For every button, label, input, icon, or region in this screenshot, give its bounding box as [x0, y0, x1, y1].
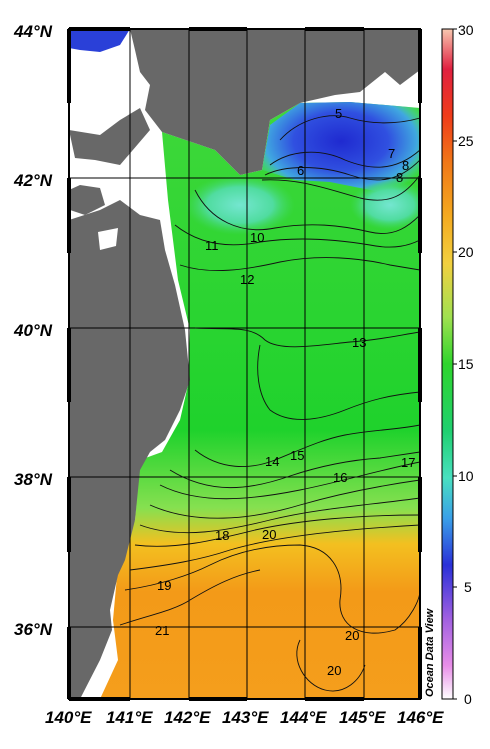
- colorbar: [441, 28, 454, 700]
- lon-label-146e: 146°E: [397, 708, 444, 727]
- lat-label-42n: 42°N: [13, 171, 53, 190]
- contour-label: 16: [333, 470, 347, 485]
- contour-label: 13: [352, 335, 366, 350]
- frame-ticks: [67, 27, 422, 701]
- contour-label: 20: [327, 663, 341, 678]
- lat-label-40n: 40°N: [13, 321, 53, 340]
- cool-water-patch: [185, 175, 295, 235]
- colorbar-label-30: 30: [458, 22, 474, 38]
- colorbar-label-10: 10: [458, 468, 474, 484]
- lon-label-144e: 144°E: [280, 708, 327, 727]
- contour-label: 20: [262, 527, 276, 542]
- colorbar-label-0: 0: [464, 691, 472, 707]
- lat-label-44n: 44°N: [13, 22, 53, 41]
- contour-label: 17: [401, 455, 415, 470]
- lat-label-36n: 36°N: [14, 620, 53, 639]
- colorbar-label-25: 25: [458, 133, 474, 149]
- contour-label: 18: [215, 528, 229, 543]
- land-hokkaido: [130, 29, 420, 175]
- lon-label-143e: 143°E: [222, 708, 269, 727]
- lat-label-38n: 38°N: [14, 470, 53, 489]
- contour-label: 5: [335, 106, 342, 121]
- cold-water-region: [262, 102, 420, 200]
- contour-label: 11: [205, 238, 219, 253]
- contour-label: 7: [388, 146, 395, 161]
- contour-label: 8: [402, 158, 409, 173]
- ocean-data-view-credit: Ocean Data View: [424, 607, 436, 697]
- contour-label: 10: [250, 230, 264, 245]
- colorbar-ticks: [453, 28, 457, 700]
- grid-lines: [69, 29, 420, 699]
- contour-label: 15: [290, 448, 304, 463]
- lon-label-145e: 145°E: [339, 708, 386, 727]
- contour-label: 8: [396, 170, 403, 185]
- lon-label-142e: 142°E: [164, 708, 211, 727]
- land-cape: [69, 185, 105, 215]
- contour-label: 6: [297, 163, 304, 178]
- contour-label: 14: [265, 454, 279, 469]
- mutsu-bay: [98, 228, 118, 250]
- colorbar-label-5: 5: [464, 579, 472, 595]
- colorbar-label-15: 15: [458, 356, 474, 372]
- contour-label: 20: [345, 628, 359, 643]
- contour-label: 21: [155, 623, 169, 638]
- contour-label: 12: [240, 272, 254, 287]
- contour-labels: 5 6 7 8 8 10 11 12 13 14 15 16 17 18 19 …: [155, 106, 415, 678]
- colorbar-label-20: 20: [458, 244, 474, 260]
- sst-field: [100, 102, 420, 699]
- cold-water-corner: [69, 29, 130, 52]
- contour-label: 19: [157, 578, 171, 593]
- lon-label-141e: 141°E: [106, 708, 153, 727]
- isotherm-contours: [119, 115, 420, 692]
- lon-label-140e: 140°E: [45, 708, 92, 727]
